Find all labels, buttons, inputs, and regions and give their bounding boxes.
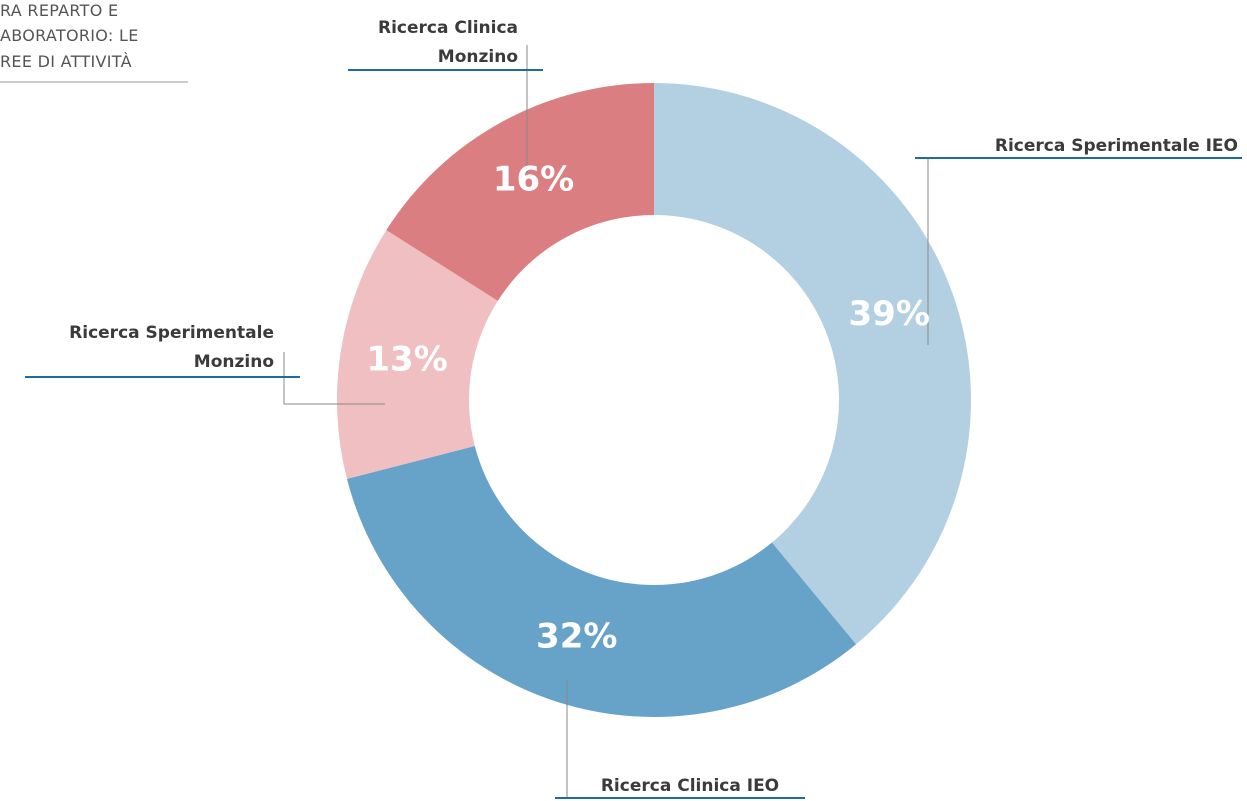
donut-slice: [346, 446, 857, 718]
title-line: RA REPARTO E: [0, 1, 118, 20]
title-line: ABORATORIO: LE: [0, 26, 139, 45]
category-label: Ricerca Clinica IEO: [601, 776, 779, 796]
category-label: Ricerca Sperimentale: [69, 323, 274, 343]
leader-line: [283, 352, 385, 405]
category-label: Ricerca Sperimentale IEO: [995, 136, 1238, 156]
title-line: REE DI ATTIVITÀ: [0, 52, 132, 71]
value-label: 16%: [493, 159, 574, 199]
value-label: 32%: [536, 616, 617, 656]
category-label: Monzino: [194, 352, 274, 372]
value-label: 39%: [849, 294, 930, 334]
donut-slice: [386, 83, 654, 301]
donut-slice: [337, 230, 498, 479]
category-label: Monzino: [438, 47, 518, 67]
donut-slice: [654, 83, 972, 645]
category-label: Ricerca Clinica: [378, 18, 518, 38]
value-label: 13%: [366, 339, 447, 379]
